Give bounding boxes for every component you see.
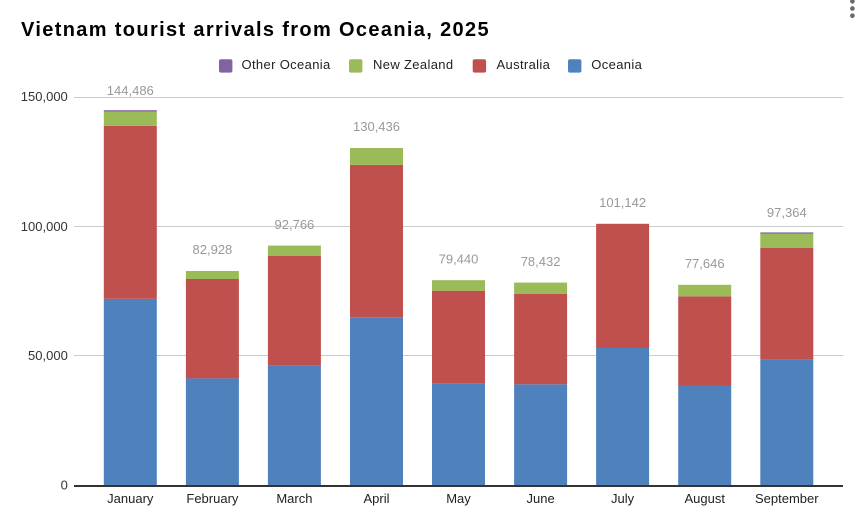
svg-text:82,928: 82,928 (193, 242, 233, 257)
svg-text:April: April (363, 491, 389, 506)
svg-text:92,766: 92,766 (275, 217, 315, 232)
svg-text:0: 0 (61, 478, 68, 493)
svg-text:September: September (755, 491, 819, 506)
svg-text:August: August (684, 491, 725, 506)
svg-text:101,142: 101,142 (599, 195, 646, 210)
svg-text:50,000: 50,000 (28, 348, 68, 363)
svg-text:150,000: 150,000 (21, 89, 68, 104)
svg-text:February: February (186, 491, 239, 506)
svg-text:97,364: 97,364 (767, 205, 807, 220)
svg-text:New Zealand: New Zealand (373, 57, 453, 72)
svg-text:Oceania: Oceania (591, 57, 642, 72)
svg-text:June: June (526, 491, 554, 506)
svg-text:January: January (107, 491, 154, 506)
svg-text:Australia: Australia (497, 57, 551, 72)
svg-text:Other Oceania: Other Oceania (242, 57, 332, 72)
svg-text:144,486: 144,486 (107, 83, 154, 98)
svg-text:78,432: 78,432 (521, 254, 561, 269)
svg-text:130,436: 130,436 (353, 119, 400, 134)
svg-text:Vietnam tourist arrivals from: Vietnam tourist arrivals from Oceania, 2… (21, 19, 490, 41)
svg-text:May: May (446, 491, 471, 506)
svg-text:77,646: 77,646 (685, 256, 725, 271)
svg-text:July: July (611, 491, 635, 506)
svg-text:79,440: 79,440 (439, 251, 479, 266)
svg-text:March: March (276, 491, 312, 506)
svg-text:100,000: 100,000 (21, 219, 68, 234)
